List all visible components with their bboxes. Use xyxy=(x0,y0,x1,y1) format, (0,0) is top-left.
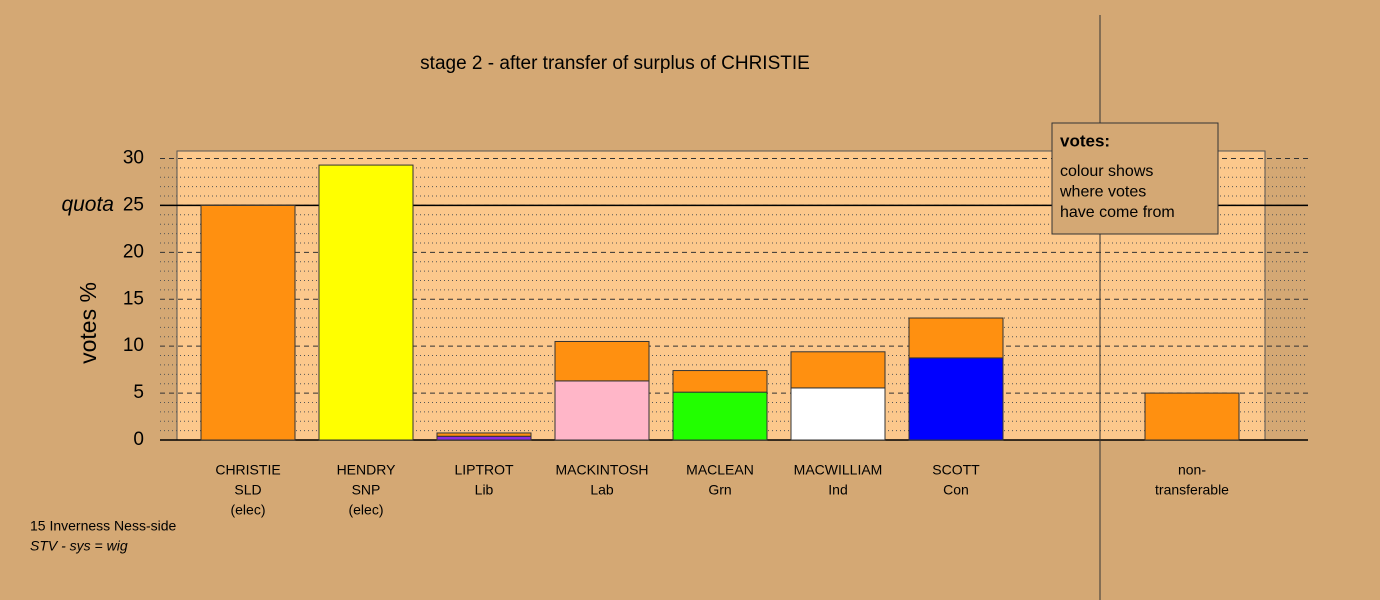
legend-text: colour shows xyxy=(1060,163,1153,180)
y-tick-label: 10 xyxy=(123,335,144,356)
bar-segment xyxy=(554,340,650,382)
x-tick-label: CHRISTIE xyxy=(215,462,280,478)
y-tick-label: 15 xyxy=(123,288,144,309)
x-tick-label: SNP xyxy=(352,482,381,498)
x-tick-label: MACLEAN xyxy=(686,462,754,478)
legend-text: where votes xyxy=(1059,184,1146,201)
bar-segment xyxy=(1144,392,1240,441)
legend-text: have come from xyxy=(1060,204,1175,221)
bar-segment xyxy=(908,357,1004,441)
x-tick-label: SLD xyxy=(234,482,261,498)
x-tick-label: transferable xyxy=(1155,482,1229,498)
x-tick-label: HENDRY xyxy=(337,462,397,478)
y-axis-label: votes % xyxy=(75,282,101,364)
bar-segment xyxy=(318,164,414,441)
x-tick-label: MACWILLIAM xyxy=(794,462,883,478)
y-tick-label: 20 xyxy=(123,241,144,262)
x-tick-label: (elec) xyxy=(348,502,383,518)
x-tick-label: Lib xyxy=(475,482,494,498)
bar-segment xyxy=(790,387,886,441)
chart-title: stage 2 - after transfer of surplus of C… xyxy=(420,53,810,74)
x-tick-label: Grn xyxy=(708,482,731,498)
bar-segment xyxy=(436,432,532,437)
x-tick-label: Lab xyxy=(590,482,614,498)
footnote: STV - sys = wig xyxy=(30,538,128,554)
bar-segment xyxy=(672,370,768,393)
legend-title: votes: xyxy=(1060,131,1110,150)
x-tick-label: (elec) xyxy=(230,502,265,518)
y-tick-label: 25 xyxy=(123,194,144,215)
bar-segment xyxy=(908,317,1004,359)
x-tick-label: MACKINTOSH xyxy=(555,462,648,478)
x-tick-label: Con xyxy=(943,482,969,498)
bar-segment xyxy=(200,204,296,441)
legend-box xyxy=(1051,122,1219,235)
bar-segment xyxy=(790,351,886,389)
x-tick-label: non- xyxy=(1178,462,1206,478)
y-tick-label: 30 xyxy=(123,148,144,169)
bar-segment xyxy=(554,380,650,441)
x-tick-label: Ind xyxy=(828,482,847,498)
y-tick-label: 0 xyxy=(133,429,144,450)
quota-label: quota xyxy=(61,193,114,216)
bar-segment xyxy=(436,435,532,441)
y-tick-label: 5 xyxy=(133,382,144,403)
footnote: 15 Inverness Ness-side xyxy=(30,518,177,534)
x-tick-label: LIPTROT xyxy=(454,462,514,478)
bar-segment xyxy=(672,391,768,441)
x-tick-label: SCOTT xyxy=(932,462,980,478)
